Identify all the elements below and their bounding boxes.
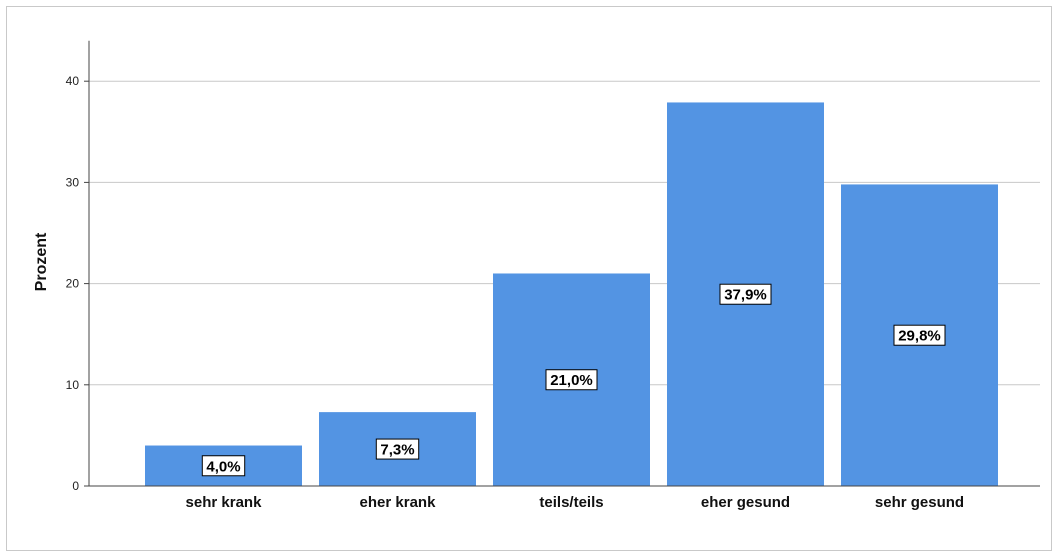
data-label-box [201,455,246,477]
x-tick-label: teils/teils [539,494,603,511]
data-label: 29,8% [898,328,941,345]
y-tick-label: 0 [72,479,79,493]
x-tick-label: eher gesund [701,494,790,511]
y-axis-title: Prozent [33,232,50,291]
data-label-box [545,369,598,391]
y-tick-label: 20 [66,277,80,291]
labels: 0 10 20 30 40 sehr krank eher krank teils/teils… [66,74,964,511]
y-tick-label: 30 [66,175,80,189]
data-label-box [893,324,946,346]
data-label: 4,0% [206,458,240,475]
data-label-box [375,438,420,460]
data-label: 21,0% [550,372,593,389]
data-label: 7,3% [380,442,414,459]
x-tick-label: eher krank [360,494,437,511]
axes [84,40,1040,487]
y-tick-label: 10 [66,378,80,392]
x-tick-label: sehr krank [186,494,263,511]
bars [145,102,998,487]
x-tick-label: sehr gesund [875,494,964,511]
data-label: 37,9% [724,287,767,304]
y-tick-label: 40 [66,74,80,88]
data-label-box [719,283,772,305]
